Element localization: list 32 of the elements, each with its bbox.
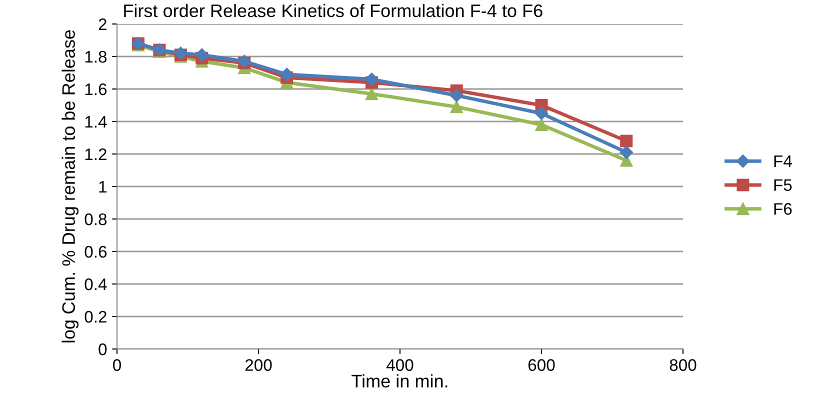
point — [365, 88, 378, 100]
y-tick-label: 1 — [99, 181, 106, 193]
legend-label: F4 — [774, 155, 792, 167]
y-tick-label: 0.8 — [84, 213, 107, 226]
y-tick-label: 1.4 — [85, 116, 107, 128]
point — [620, 146, 633, 159]
y-axis-title: log Cum. % Drug remain to be Release — [62, 30, 79, 342]
legend-label: F6 — [774, 203, 792, 215]
x-axis-title: Time in min. — [352, 374, 448, 388]
point — [280, 68, 294, 81]
point — [365, 72, 378, 86]
y-tick-label: 2 — [98, 18, 106, 30]
y-tick-label: 0.2 — [84, 310, 106, 323]
legend-label: F5 — [774, 179, 792, 191]
x-tick-label: 0 — [113, 359, 121, 371]
point — [620, 134, 633, 148]
y-tick-label: 1.2 — [85, 148, 106, 160]
point — [535, 118, 548, 131]
y-tick-label: 1.8 — [85, 50, 107, 63]
point — [534, 106, 548, 120]
x-tick-label: 400 — [386, 359, 414, 371]
chart-title: First order Release Kinetics of Formulation F-4 to F6 — [124, 4, 542, 18]
x-tick-label: 200 — [245, 359, 272, 371]
y-tick-label: 0.4 — [84, 278, 107, 290]
point — [450, 88, 464, 102]
y-tick-label: 0 — [98, 343, 107, 356]
y-tick-label: 1.6 — [85, 83, 107, 96]
point — [450, 100, 463, 114]
x-tick-label: 800 — [670, 359, 696, 371]
y-tick-label: 0.6 — [84, 246, 107, 258]
point — [195, 48, 208, 62]
x-tick-label: 600 — [528, 359, 555, 371]
